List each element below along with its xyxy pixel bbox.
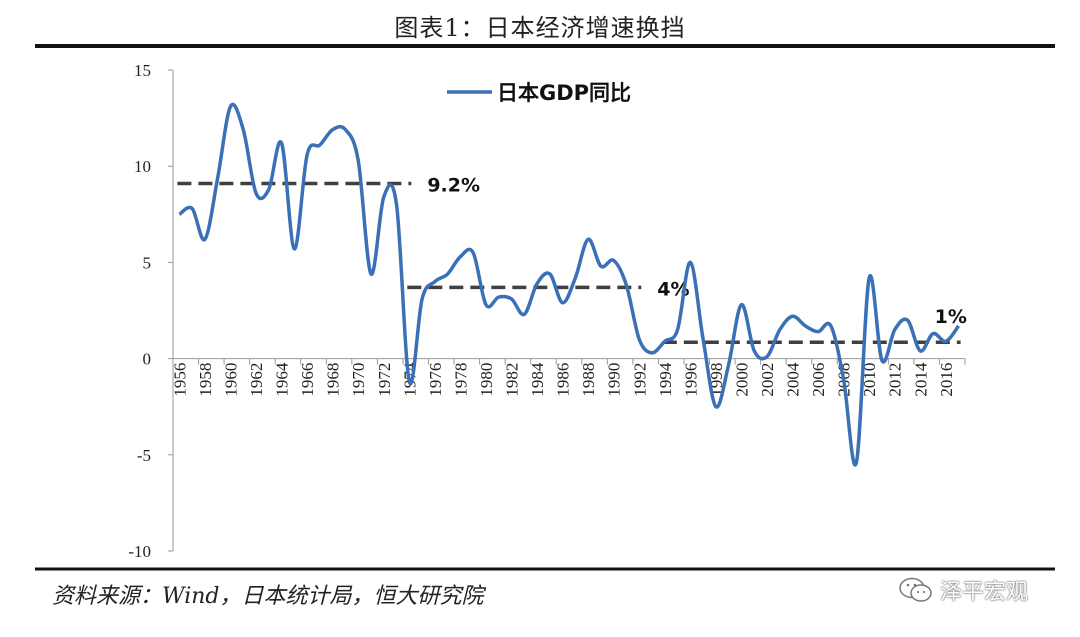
x-tick-label: 1984: [528, 362, 547, 397]
x-tick-label: 1962: [247, 363, 266, 397]
x-tick-label: 1986: [554, 363, 573, 397]
x-tick-label: 1960: [221, 363, 240, 397]
series-line: [178, 102, 961, 467]
y-tick-label: 5: [143, 253, 152, 272]
y-tick-label: -5: [137, 446, 151, 465]
x-tick-label: 1970: [349, 363, 368, 397]
x-tick-label: 1964: [273, 362, 292, 397]
x-tick-label: 2014: [911, 362, 930, 397]
average-label: 1%: [935, 306, 967, 328]
x-tick-label: 2010: [860, 363, 879, 397]
x-tick-label: 1966: [298, 363, 317, 397]
x-tick-label: 2006: [809, 363, 828, 397]
x-tick-label: 1990: [605, 363, 624, 397]
x-tick-label: 2000: [732, 363, 751, 397]
x-tick-label: 2004: [784, 362, 803, 397]
x-tick-label: 1988: [579, 363, 598, 397]
y-tick-label: -10: [128, 542, 151, 561]
x-tick-label: 2016: [937, 363, 956, 397]
watermark-text: 泽平宏观: [940, 580, 1029, 605]
x-tick-label: 1992: [630, 363, 649, 397]
x-tick-label: 2002: [758, 363, 777, 397]
average-label: 4%: [657, 278, 689, 300]
x-tick-label: 1976: [426, 363, 445, 397]
x-tick-label: 1972: [375, 363, 394, 397]
source-note: 资料来源：Wind，日本统计局，恒大研究院: [52, 584, 484, 609]
average-label: 9.2%: [427, 175, 480, 197]
wechat-icon: [899, 577, 932, 602]
x-tick-label: 1978: [451, 363, 470, 397]
legend-label: 日本GDP同比: [497, 81, 631, 105]
y-tick-label: 15: [134, 61, 151, 80]
x-tick-label: 1982: [503, 363, 522, 397]
x-tick-label: 1958: [196, 363, 215, 397]
x-tick-label: 1968: [324, 363, 343, 397]
x-tick-label: 2012: [886, 363, 905, 397]
x-tick-label: 1996: [681, 363, 700, 397]
x-tick-label: 1994: [656, 362, 675, 397]
chart-title: 图表1：日本经济增速换挡: [394, 14, 686, 42]
x-tick-label: 1980: [477, 363, 496, 397]
y-tick-label: 10: [134, 157, 151, 176]
x-tick-label: 1956: [170, 363, 189, 397]
y-tick-label: 0: [143, 350, 152, 369]
watermark: 泽平宏观: [898, 574, 1028, 606]
